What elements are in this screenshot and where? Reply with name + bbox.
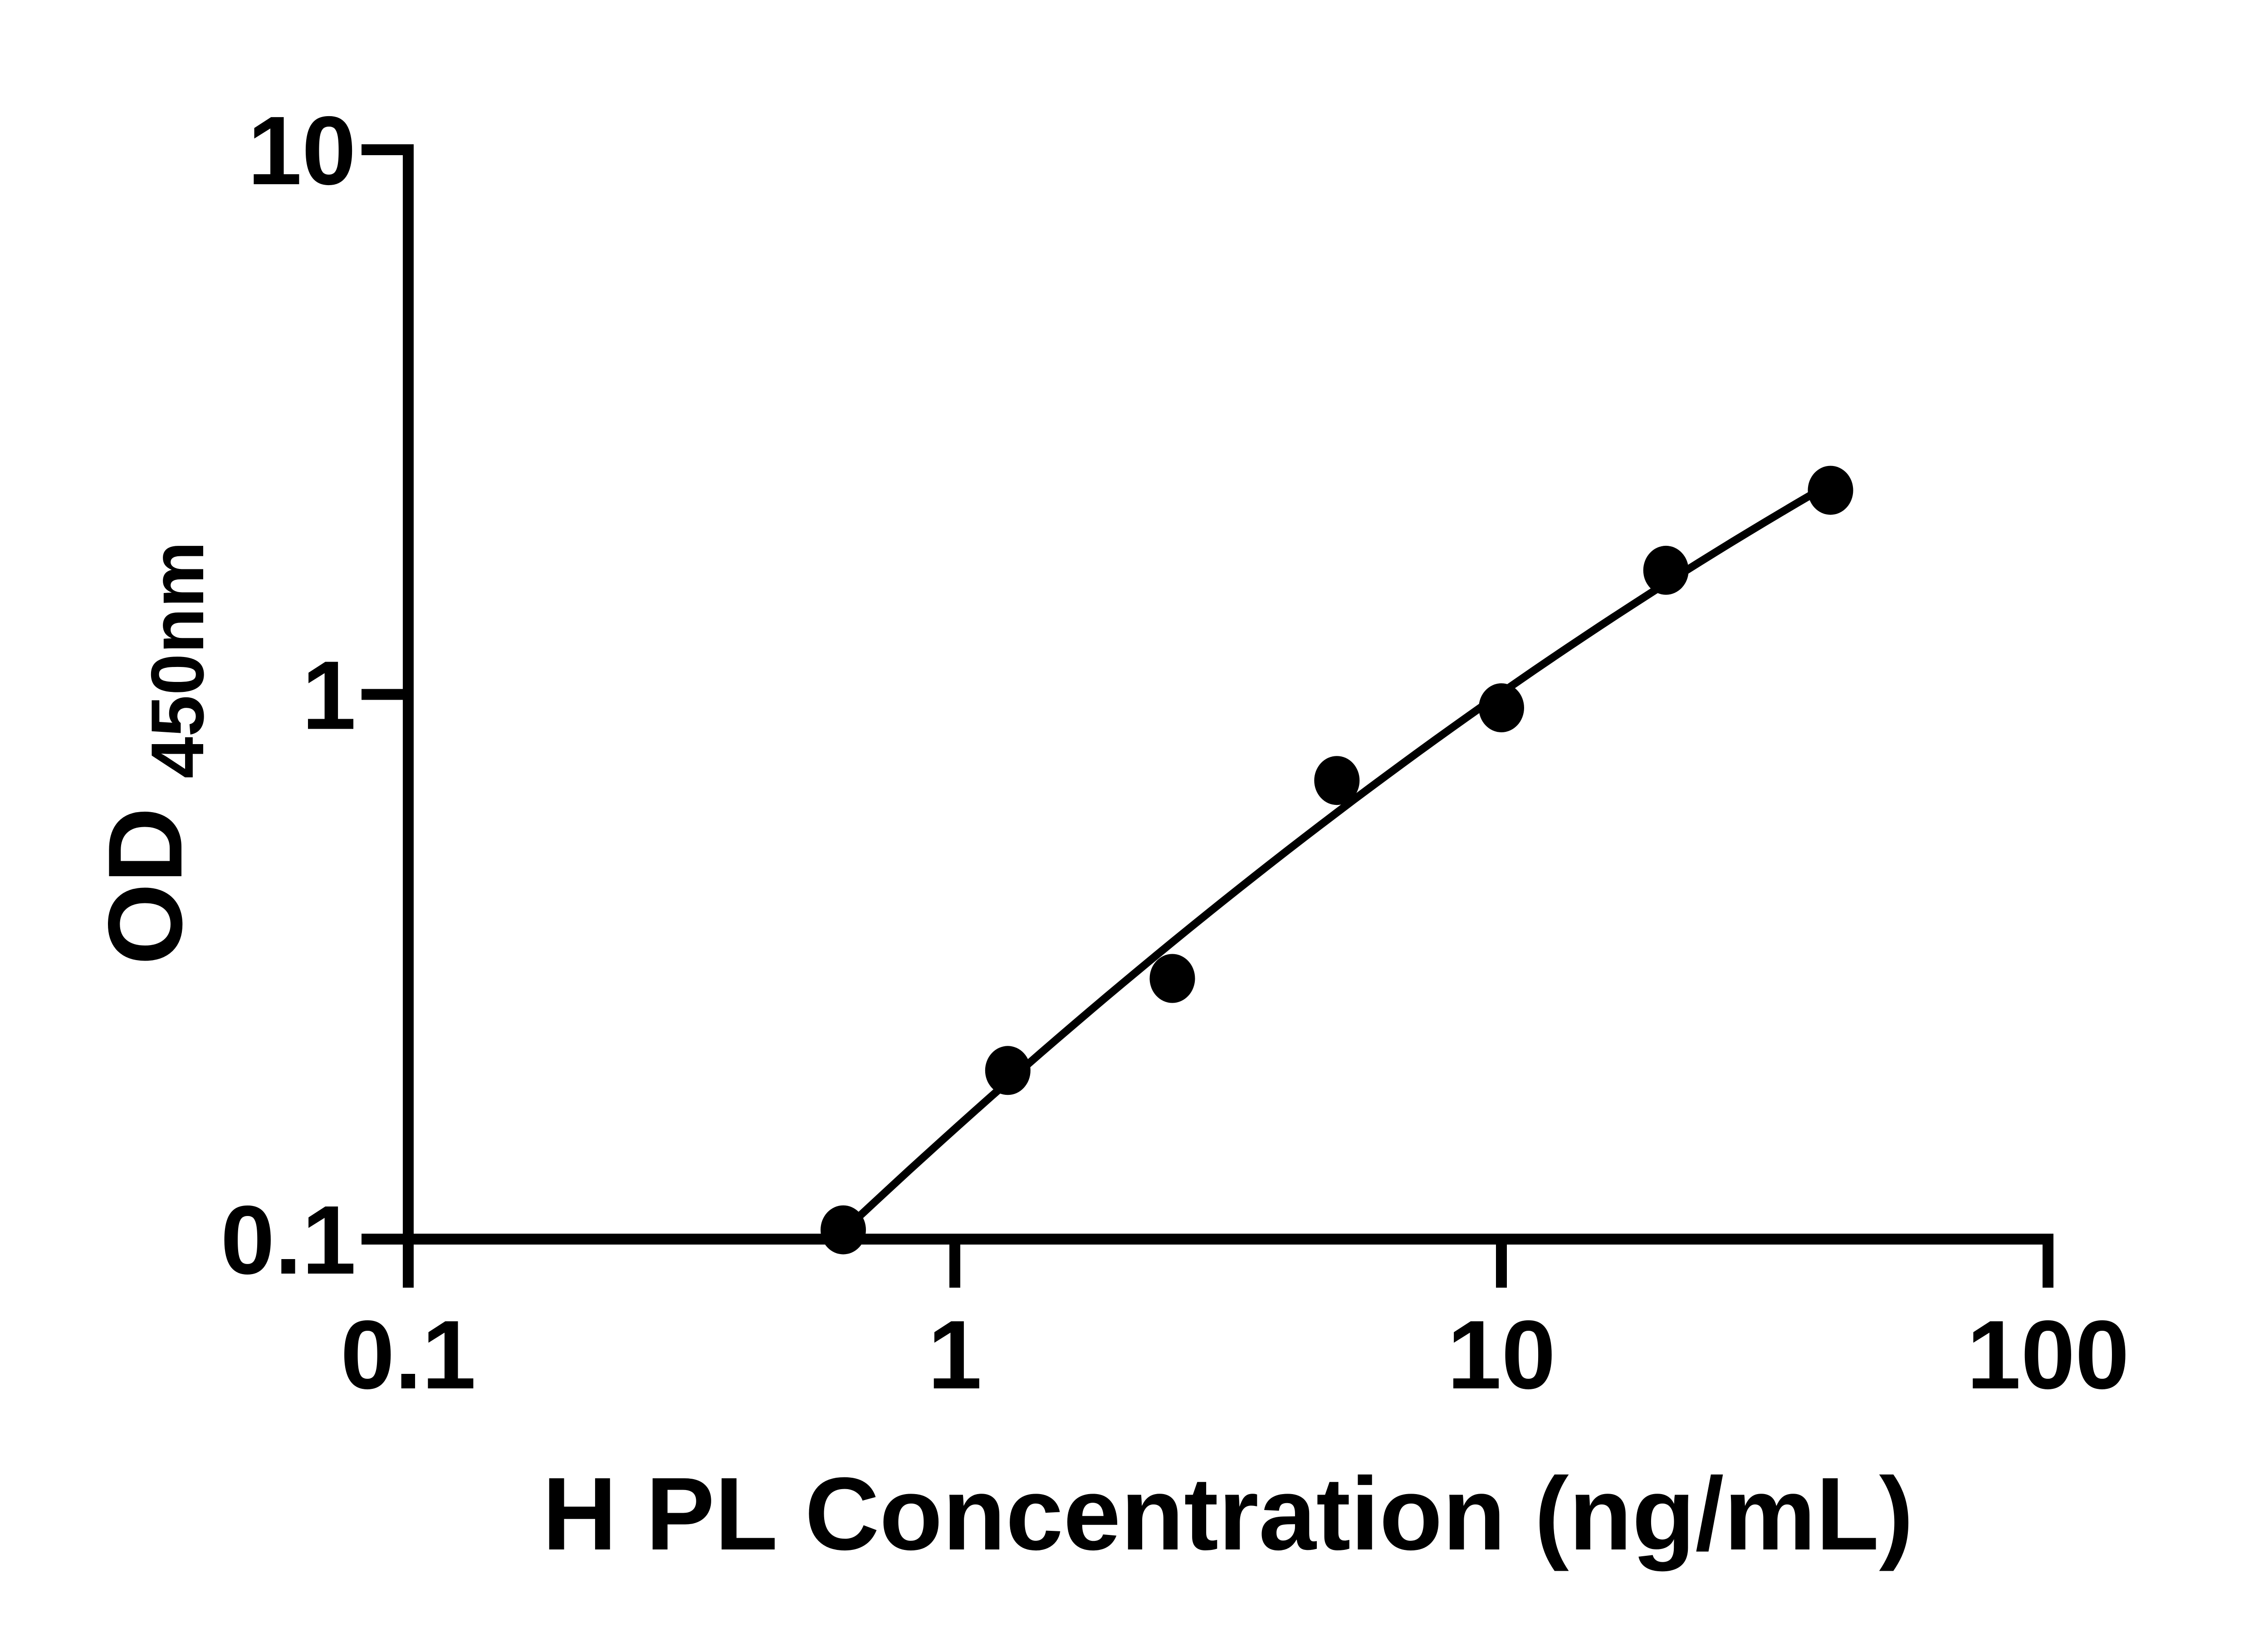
y-tick-label-10: 10 <box>248 96 356 205</box>
data-points <box>821 466 1853 1255</box>
axes <box>403 144 2053 1288</box>
x-tick-label-100: 100 <box>1967 1300 2130 1409</box>
x-axis-ticks <box>403 1245 2053 1288</box>
x-tick-label-1: 1 <box>928 1300 982 1409</box>
y-tick-label-1: 1 <box>302 641 356 750</box>
y-axis-tick-labels: 0.1 1 10 <box>220 96 356 1294</box>
y-tick-1 <box>362 689 403 700</box>
y-axis-title-main: OD <box>87 807 204 965</box>
x-tick-100 <box>2043 1245 2053 1288</box>
data-point-0.625 <box>821 1205 866 1255</box>
y-tick-0.1 <box>362 1234 403 1245</box>
x-axis-line <box>403 1234 2053 1245</box>
x-axis-tick-labels: 0.1 1 10 100 <box>341 1300 2130 1409</box>
y-tick-10 <box>362 144 403 155</box>
x-tick-10 <box>1496 1245 1507 1288</box>
y-axis-title-subscript: 450nm <box>136 541 219 779</box>
x-tick-0.1 <box>403 1245 414 1288</box>
y-tick-label-0.1: 0.1 <box>220 1185 356 1294</box>
data-point-10 <box>1479 683 1524 732</box>
x-tick-label-0.1: 0.1 <box>341 1300 476 1409</box>
x-tick-label-10: 10 <box>1447 1300 1555 1409</box>
x-tick-1 <box>949 1245 960 1288</box>
data-point-5 <box>1314 756 1360 805</box>
y-axis-title: OD 450nm <box>87 541 219 965</box>
data-point-40 <box>1808 466 1853 515</box>
y-axis-ticks <box>362 144 403 1245</box>
data-point-1.25 <box>985 1046 1031 1095</box>
data-point-2.5 <box>1149 954 1195 1003</box>
x-axis-title: H PL Concentration (ng/mL) <box>542 1456 1913 1572</box>
y-axis-line <box>403 144 414 1288</box>
fitted-curve <box>841 480 1833 1235</box>
data-point-20 <box>1643 545 1689 595</box>
